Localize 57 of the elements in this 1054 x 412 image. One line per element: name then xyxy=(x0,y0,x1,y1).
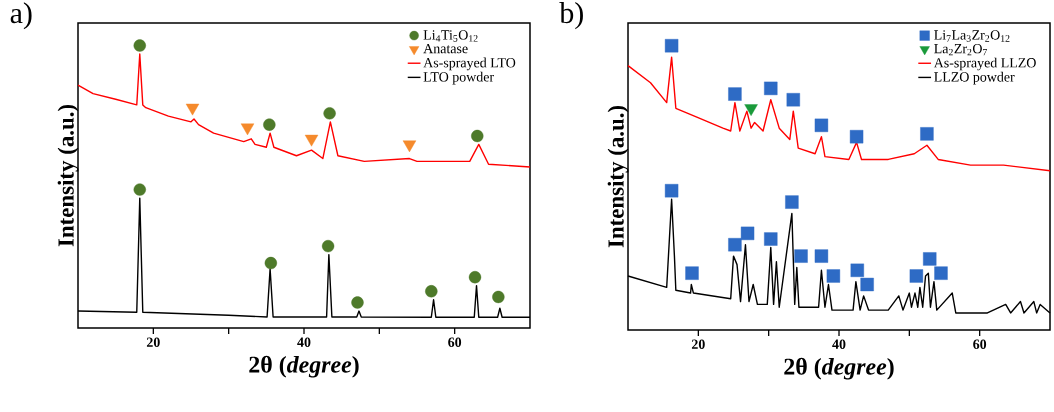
point xyxy=(764,81,778,96)
legend-label: Anatase xyxy=(423,43,468,54)
point xyxy=(814,118,829,133)
y-axis-title: Intensity (a.u.) xyxy=(607,105,629,248)
legend-label: As-sprayed LTO xyxy=(423,57,516,71)
chart-title: a) xyxy=(10,2,32,30)
y-axis-title: Intensity (a.u.) xyxy=(57,104,79,247)
x-axis-title: 2θ (degree) xyxy=(784,357,894,380)
chart-title: b) xyxy=(559,2,583,30)
point xyxy=(909,269,924,283)
point xyxy=(785,195,799,209)
point xyxy=(794,249,808,263)
x-tick-label: 20 xyxy=(146,337,160,347)
point xyxy=(304,134,319,147)
point xyxy=(263,118,276,131)
point xyxy=(814,249,829,263)
point xyxy=(402,140,417,153)
x-tick-label: 60 xyxy=(448,337,462,347)
point xyxy=(923,252,937,266)
legend-label: As-sprayed LLZO xyxy=(933,57,1036,71)
point xyxy=(664,184,679,198)
point xyxy=(425,285,438,298)
point xyxy=(685,266,699,280)
point xyxy=(826,269,841,283)
legend-label: Li$_{7}$La$_{3}$Zr$_{2}$O$_{12}$ xyxy=(934,30,1010,42)
point xyxy=(764,232,778,246)
point xyxy=(860,277,874,292)
point xyxy=(728,238,742,252)
x-tick-label: 60 xyxy=(973,339,987,349)
point xyxy=(740,226,755,241)
point xyxy=(351,296,364,309)
point xyxy=(240,123,255,136)
point xyxy=(664,39,679,53)
point xyxy=(849,130,864,144)
point xyxy=(850,263,864,277)
point xyxy=(728,87,742,101)
point xyxy=(264,256,278,270)
legend-label: LTO powder xyxy=(423,71,494,85)
point xyxy=(323,107,336,120)
x-axis-title: 2θ (degree) xyxy=(249,355,359,378)
point xyxy=(934,266,948,280)
legend-label: La$_{2}$Zr$_{2}$O$_{7}$ xyxy=(934,43,988,56)
x-tick-label: 40 xyxy=(832,339,846,349)
point xyxy=(321,239,335,253)
legend-label: Li$_{4}$Ti$_{5}$O$_{12}$ xyxy=(423,30,478,42)
point xyxy=(786,93,800,107)
point xyxy=(471,129,484,143)
point xyxy=(744,104,758,116)
point xyxy=(920,127,934,141)
point xyxy=(492,290,505,304)
point xyxy=(133,39,146,52)
x-tick-label: 40 xyxy=(297,337,311,347)
legend-label: LLZO powder xyxy=(934,71,1015,85)
point xyxy=(185,103,200,116)
point xyxy=(133,183,146,196)
x-tick-label: 20 xyxy=(691,339,705,349)
point xyxy=(468,270,482,284)
